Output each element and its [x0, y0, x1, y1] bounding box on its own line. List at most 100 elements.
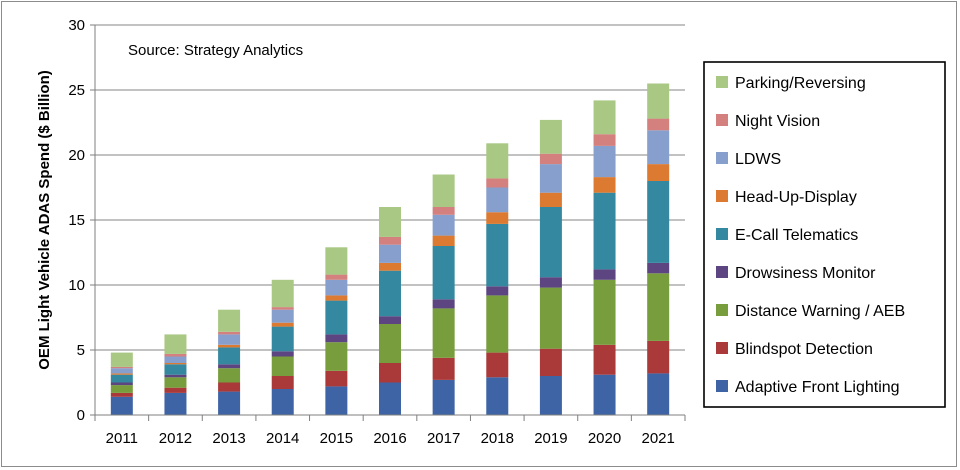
- bar-segment: [486, 212, 509, 224]
- bar-segment: [271, 279, 294, 308]
- bar-segment: [432, 357, 455, 380]
- bar-segment: [432, 235, 455, 246]
- y-tick-label: 10: [68, 277, 85, 294]
- bar-segment: [271, 376, 294, 389]
- bar-segment: [432, 207, 455, 215]
- bar-segment: [164, 363, 187, 365]
- x-tick-label: 2018: [481, 430, 514, 447]
- bar-segment: [164, 353, 187, 357]
- bar-segment: [486, 178, 509, 188]
- x-tick-label: 2017: [427, 430, 460, 447]
- bar-segment: [379, 236, 401, 245]
- bar-segment: [647, 83, 670, 119]
- bar-segment: [593, 192, 616, 270]
- bar-segment: [379, 207, 401, 237]
- legend-swatch: [716, 380, 728, 392]
- legend-label: E-Call Telematics: [735, 227, 858, 244]
- bar-segment: [486, 295, 509, 353]
- bar-segment: [271, 322, 294, 327]
- x-tick-label: 2015: [320, 430, 353, 447]
- bar-segment: [271, 351, 294, 357]
- y-tick-labels: 0 5 10 15 20 25 30: [68, 17, 85, 424]
- bar-segment: [325, 295, 348, 301]
- y-tick-label: 25: [68, 82, 85, 99]
- bar-segment: [432, 214, 455, 236]
- x-tick-labels: 2011 2012 2013 2014 2015 2016 2017 2018 2019 2020…: [94, 415, 686, 447]
- bar-segment: [647, 273, 670, 341]
- x-tick-label: 2014: [266, 430, 299, 447]
- bar-segment: [218, 368, 241, 383]
- legend-label: Adaptive Front Lighting: [735, 379, 900, 396]
- bar-segment: [325, 334, 348, 343]
- y-tick-label: 15: [68, 212, 85, 229]
- bar-segment: [539, 277, 562, 288]
- bar-segment: [271, 309, 294, 323]
- bar-segment: [539, 164, 562, 193]
- bar-segment: [325, 247, 348, 275]
- bar-segment: [379, 382, 401, 415]
- bar-segment: [110, 374, 133, 383]
- bar-segment: [486, 352, 509, 378]
- bar-segment: [539, 287, 562, 349]
- bar-segment: [164, 392, 187, 415]
- y-tick-label: 20: [68, 147, 85, 164]
- bar-segment: [432, 174, 455, 207]
- bar-segment: [325, 279, 348, 296]
- bar-segment: [647, 130, 670, 165]
- bar-segment: [218, 344, 241, 348]
- legend-label: Night Vision: [735, 113, 820, 130]
- legend-swatch: [716, 266, 728, 278]
- bar-segment: [164, 377, 187, 388]
- source-annotation: Source: Strategy Analytics: [128, 42, 303, 59]
- bar-segment: [432, 299, 455, 309]
- bar-segment: [110, 366, 133, 369]
- bar-segment: [486, 223, 509, 287]
- bar-segment: [271, 326, 294, 352]
- bar-segment: [379, 363, 401, 383]
- bar-segment: [379, 262, 401, 271]
- x-tick-label: 2020: [588, 430, 621, 447]
- bar-segment: [593, 269, 616, 280]
- bar-segment: [271, 389, 294, 415]
- bar-segment: [110, 352, 133, 367]
- bar-segment: [218, 309, 241, 332]
- x-tick-label: 2019: [534, 430, 567, 447]
- bar-segment: [110, 382, 133, 386]
- bar-segment: [271, 307, 294, 310]
- legend-swatch: [716, 76, 728, 88]
- legend-box: [703, 61, 946, 408]
- bar-segment: [486, 286, 509, 296]
- bar-segment: [432, 246, 455, 300]
- bar-segment: [110, 368, 133, 374]
- bar-segment: [647, 262, 670, 274]
- legend-label: Drowsiness Monitor: [735, 265, 876, 282]
- gridlines: [90, 24, 685, 416]
- bar-segment: [486, 377, 509, 415]
- legend-label: Distance Warning / AEB: [735, 303, 905, 320]
- bar-segment: [218, 331, 241, 335]
- bar-segment: [110, 396, 133, 415]
- bar-segment: [593, 374, 616, 415]
- bar-segment: [539, 376, 562, 415]
- bar-segment: [110, 373, 133, 375]
- legend-swatch: [716, 304, 728, 316]
- bar-segment: [539, 119, 562, 154]
- bar-segment: [379, 316, 401, 324]
- bar-segment: [164, 356, 187, 363]
- bar-segment: [218, 391, 241, 415]
- bar-segment: [271, 356, 294, 376]
- bar-segment: [379, 244, 401, 263]
- bar-segment: [432, 379, 455, 415]
- bar-segment: [539, 348, 562, 376]
- bar-segment: [593, 100, 616, 135]
- legend-swatch: [716, 152, 728, 164]
- bar-segment: [218, 382, 241, 392]
- bar-segment: [325, 342, 348, 371]
- bar-segment: [325, 274, 348, 280]
- bar-segment: [486, 187, 509, 213]
- legend: Parking/Reversing Night Vision LDWS Head-Up…: [703, 61, 946, 408]
- legend-swatch: [716, 114, 728, 126]
- y-axis-title: OEM Light Vehicle ADAS Spend ($ Billion): [36, 70, 53, 369]
- bar-segment: [593, 145, 616, 178]
- bar-segment: [539, 153, 562, 165]
